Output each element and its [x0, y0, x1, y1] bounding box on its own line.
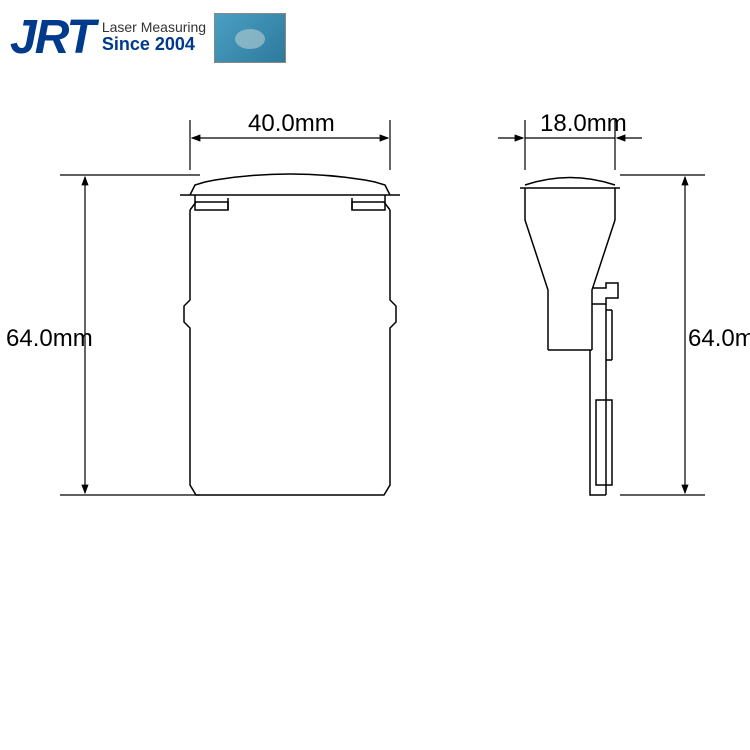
height-right-dimension: 64.0mm — [688, 325, 750, 353]
since-text: Since 2004 — [102, 35, 206, 55]
front-view — [60, 120, 400, 495]
brand-logo: JRT — [10, 10, 94, 65]
height-left-dimension: 64.0mm — [6, 325, 93, 353]
tagline-text: Laser Measuring — [102, 20, 206, 35]
width-dimension: 40.0mm — [248, 110, 335, 138]
logo-header: JRT Laser Measuring Since 2004 — [10, 10, 286, 65]
header-photo — [214, 13, 286, 63]
side-view — [498, 120, 705, 495]
logo-text-block: Laser Measuring Since 2004 — [102, 20, 206, 55]
technical-drawing — [0, 90, 750, 730]
depth-dimension: 18.0mm — [540, 110, 627, 138]
